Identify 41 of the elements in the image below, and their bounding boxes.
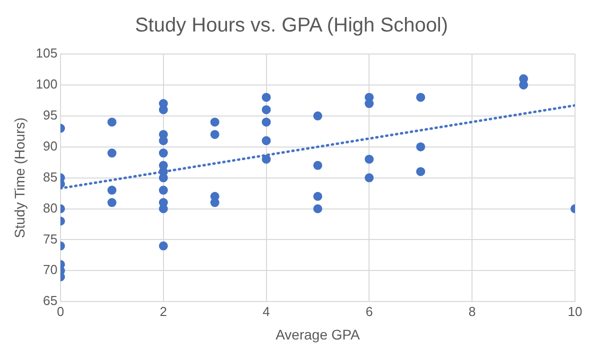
y-tick-label: 90 bbox=[43, 138, 58, 154]
point bbox=[210, 118, 220, 127]
point bbox=[210, 130, 220, 139]
y-tick-label: 85 bbox=[43, 169, 58, 184]
x-axis-title: Average GPA bbox=[276, 326, 361, 342]
point bbox=[262, 154, 271, 164]
point bbox=[313, 192, 322, 201]
x-tick-label: 8 bbox=[468, 304, 476, 319]
point bbox=[364, 173, 374, 182]
point bbox=[262, 136, 271, 146]
point bbox=[416, 142, 426, 152]
point bbox=[416, 92, 426, 102]
chart-title: Study Hours vs. GPA (High School) bbox=[134, 14, 448, 37]
y-tick-label: 70 bbox=[43, 262, 58, 278]
point bbox=[107, 198, 116, 208]
point bbox=[313, 204, 322, 214]
x-tick-label: 0 bbox=[56, 304, 64, 319]
point bbox=[158, 148, 168, 158]
point bbox=[107, 118, 116, 127]
y-tick-label: 100 bbox=[36, 76, 58, 92]
y-tick-label: 95 bbox=[43, 107, 58, 122]
point bbox=[262, 105, 271, 114]
point bbox=[416, 167, 426, 176]
y-tick-label: 80 bbox=[43, 200, 58, 216]
x-tick-label: 4 bbox=[262, 304, 270, 319]
point bbox=[262, 118, 271, 127]
point bbox=[158, 241, 168, 250]
x-tick-label: 10 bbox=[568, 304, 582, 319]
point bbox=[262, 92, 271, 102]
y-axis-title: Study Time (Hours) bbox=[11, 118, 28, 238]
point bbox=[107, 186, 116, 195]
point bbox=[158, 186, 168, 195]
point bbox=[364, 154, 374, 164]
point bbox=[313, 111, 322, 120]
x-tick-label: 2 bbox=[160, 304, 168, 319]
y-tick-label: 65 bbox=[43, 293, 58, 308]
point bbox=[313, 160, 322, 170]
x-tick-label: 6 bbox=[366, 304, 373, 319]
point bbox=[107, 148, 116, 158]
y-tick-label: 75 bbox=[43, 231, 58, 246]
y-tick-label: 105 bbox=[36, 46, 58, 61]
